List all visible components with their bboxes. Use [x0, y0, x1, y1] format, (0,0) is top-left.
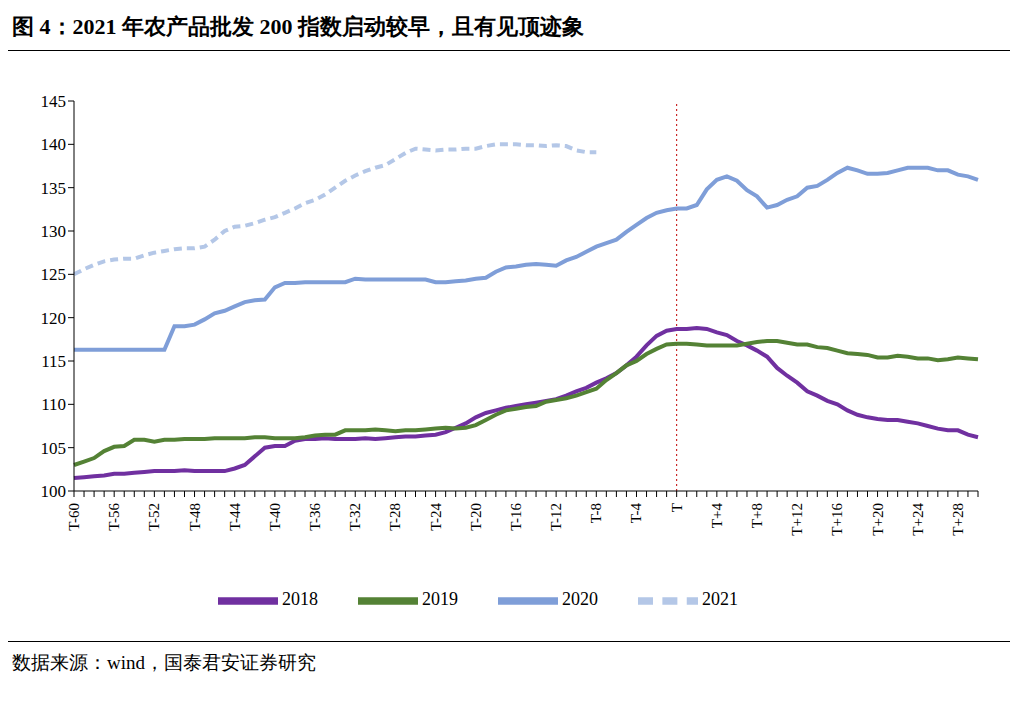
svg-text:T+24: T+24	[910, 503, 926, 536]
svg-text:T-48: T-48	[187, 503, 203, 531]
html-text:图 4：2021 年农产品批发 200 指数启动较早，且有见: 图 4：2021 年农产品批发 200 指数启动较早，且有见顶迹象	[12, 14, 584, 39]
svg-text:T-32: T-32	[347, 503, 363, 531]
svg-text:T-4: T-4	[628, 503, 644, 524]
html-text:2020: 2020	[562, 589, 598, 610]
svg-text:145: 145	[41, 92, 67, 111]
svg-text:T-16: T-16	[508, 503, 524, 531]
svg-text:100: 100	[41, 482, 67, 501]
svg-text:115: 115	[41, 352, 66, 371]
svg-text:110: 110	[41, 395, 66, 414]
svg-text:125: 125	[41, 265, 67, 284]
svg-text:T-60: T-60	[66, 503, 82, 531]
svg-text:130: 130	[41, 222, 67, 241]
svg-text:T-28: T-28	[387, 503, 403, 531]
svg-text:T-24: T-24	[428, 503, 444, 531]
svg-text:T-52: T-52	[146, 503, 162, 531]
svg-text:T+28: T+28	[950, 503, 966, 536]
svg-text:T+4: T+4	[709, 503, 725, 529]
html-text:数据来源：wind，国泰君安证券研究: 数据来源：wind，国泰君安证券研究	[12, 652, 316, 673]
svg-text:T+20: T+20	[870, 503, 886, 536]
svg-text:140: 140	[41, 135, 67, 154]
svg-text:105: 105	[41, 439, 67, 458]
svg-text:T-36: T-36	[307, 503, 323, 531]
svg-text:T-44: T-44	[227, 503, 243, 531]
svg-text:T-12: T-12	[548, 503, 564, 531]
svg-text:T+12: T+12	[789, 503, 805, 536]
svg-text:T: T	[669, 503, 685, 512]
svg-text:T+8: T+8	[749, 503, 765, 528]
svg-text:T-56: T-56	[106, 503, 122, 531]
svg-text:T-8: T-8	[588, 503, 604, 523]
svg-text:T+16: T+16	[829, 503, 845, 536]
svg-text:120: 120	[41, 309, 67, 328]
svg-text:T-40: T-40	[267, 503, 283, 531]
svg-text:T-20: T-20	[468, 503, 484, 531]
html-text:2018: 2018	[282, 589, 318, 610]
svg-text:135: 135	[41, 179, 67, 198]
html-text:2019: 2019	[422, 589, 458, 610]
html-text:2021: 2021	[702, 589, 738, 610]
